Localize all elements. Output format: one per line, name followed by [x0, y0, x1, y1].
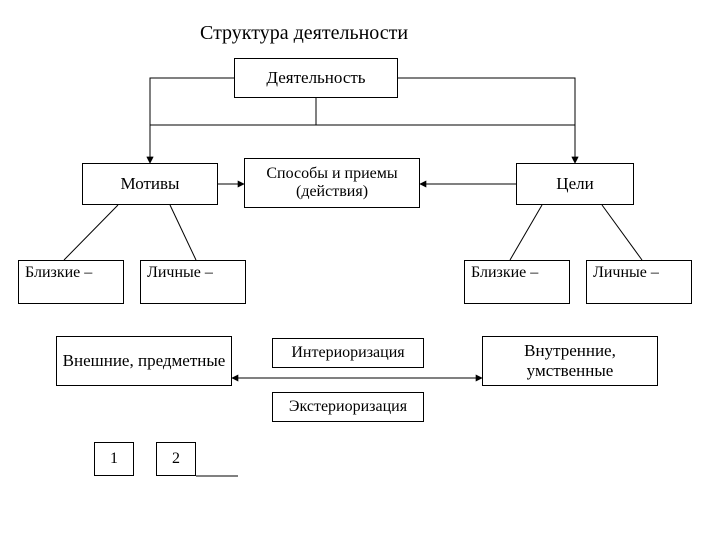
node-motives-label: Мотивы	[121, 174, 180, 194]
node-lich1-label: Личные –	[147, 264, 213, 282]
node-n2-label: 2	[172, 450, 180, 468]
node-exterior: Экстериоризация	[272, 392, 424, 422]
node-motives: Мотивы	[82, 163, 218, 205]
node-lich2: Личные –	[586, 260, 692, 304]
node-external: Внешние, предметные	[56, 336, 232, 386]
node-internal: Внутренние, умственные	[482, 336, 658, 386]
node-activity-label: Деятельность	[266, 68, 365, 88]
node-blizk1: Близкие –	[18, 260, 124, 304]
node-methods: Способы и приемы (действия)	[244, 158, 420, 208]
node-lich2-label: Личные –	[593, 264, 659, 282]
node-blizk2: Близкие –	[464, 260, 570, 304]
node-blizk2-label: Близкие –	[471, 264, 538, 282]
node-methods-label: Способы и приемы (действия)	[249, 165, 415, 202]
node-n2: 2	[156, 442, 196, 476]
node-blizk1-label: Близкие –	[25, 264, 92, 282]
diagram-canvas: Структура деятельности Деятельность Моти…	[0, 0, 720, 540]
node-internal-label: Внутренние, умственные	[487, 341, 653, 380]
diagram-title: Структура деятельности	[200, 22, 408, 45]
node-activity: Деятельность	[234, 58, 398, 98]
node-external-label: Внешние, предметные	[63, 351, 226, 371]
node-exterior-label: Экстериоризация	[289, 398, 407, 416]
node-goals-label: Цели	[556, 174, 593, 194]
node-n1-label: 1	[110, 450, 118, 468]
node-goals: Цели	[516, 163, 634, 205]
node-interior-label: Интериоризация	[291, 344, 404, 362]
node-lich1: Личные –	[140, 260, 246, 304]
node-n1: 1	[94, 442, 134, 476]
node-interior: Интериоризация	[272, 338, 424, 368]
